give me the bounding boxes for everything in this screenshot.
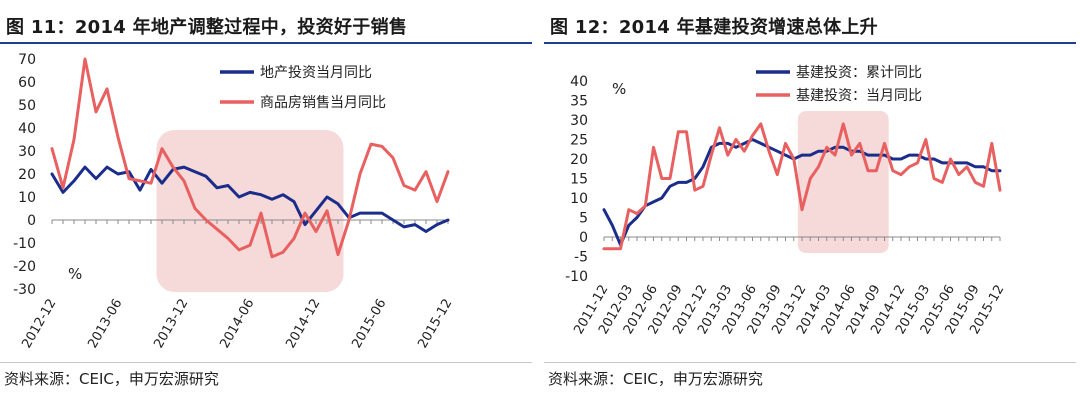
y-tick-label: 10 bbox=[570, 191, 588, 207]
chart-title: 图 11：2014 年地产调整过程中，投资好于销售 bbox=[6, 17, 408, 38]
highlight-band bbox=[797, 111, 889, 253]
y-tick-label: 35 bbox=[570, 94, 588, 110]
y-tick-label: 20 bbox=[18, 167, 36, 183]
series-line bbox=[602, 122, 1002, 251]
y-tick-label: 70 bbox=[18, 52, 36, 68]
source-note: 资料来源：CEIC，申万宏源研究 bbox=[4, 370, 219, 388]
source-divider bbox=[544, 362, 1076, 363]
source-divider bbox=[0, 362, 532, 363]
title-divider bbox=[544, 42, 1076, 44]
title-divider bbox=[0, 42, 532, 44]
highlight-band bbox=[156, 130, 344, 292]
x-tick-label: 2014-06 bbox=[217, 297, 257, 352]
y-tick-label: 0 bbox=[579, 230, 588, 246]
unit-label: % bbox=[612, 80, 626, 98]
x-tick-label: 2013-12 bbox=[151, 297, 191, 352]
y-tick-label: 40 bbox=[18, 121, 36, 137]
x-tick-label: 2013-06 bbox=[85, 297, 125, 352]
y-tick-label: 10 bbox=[18, 190, 36, 206]
y-tick-label: 15 bbox=[570, 172, 588, 188]
unit-label: % bbox=[68, 265, 82, 283]
y-tick-label: -20 bbox=[13, 259, 36, 275]
y-tick-label: -10 bbox=[13, 236, 36, 252]
legend-label: 基建投资：当月同比 bbox=[796, 87, 922, 104]
chart-panel-infrastructure-investment: 图 12：2014 年基建投资增速总体上升 40 35 30 25 20 15 10 5 0 -5… bbox=[544, 0, 1076, 400]
y-tick-label: 25 bbox=[570, 133, 588, 149]
line-chart: 4035302520151050-5-102011-122012-032012-… bbox=[565, 64, 1007, 337]
y-tick-label: 50 bbox=[18, 98, 36, 114]
y-tick-label: 30 bbox=[18, 144, 36, 160]
chart-title: 图 12：2014 年基建投资增速总体上升 bbox=[550, 17, 878, 38]
series-line bbox=[602, 138, 1002, 247]
x-tick-label: 2014-12 bbox=[283, 297, 323, 352]
y-tick-label: 40 bbox=[570, 74, 588, 90]
source-note: 资料来源：CEIC，申万宏源研究 bbox=[548, 370, 763, 388]
series-line bbox=[50, 57, 450, 259]
y-tick-label: -30 bbox=[13, 282, 36, 298]
series-line bbox=[50, 165, 450, 233]
y-tick-label: 60 bbox=[18, 75, 36, 91]
x-tick-label: 2015-06 bbox=[349, 297, 389, 352]
legend-label: 地产投资当月同比 bbox=[260, 65, 372, 81]
legend-label: 商品房销售当月同比 bbox=[260, 95, 386, 111]
y-tick-label: -5 bbox=[574, 250, 588, 266]
y-tick-label: 30 bbox=[570, 113, 588, 129]
y-tick-label: 5 bbox=[579, 211, 588, 227]
x-tick-label: 2015-12 bbox=[415, 297, 455, 352]
legend-label: 基建投资：累计同比 bbox=[796, 64, 922, 81]
chart-panel-investment-vs-sales: 图 11：2014 年地产调整过程中，投资好于销售 70 60 50 40 30 20 10… bbox=[0, 0, 532, 400]
x-tick-label: 2012-12 bbox=[19, 297, 59, 352]
y-tick-label: 20 bbox=[570, 152, 588, 168]
y-tick-label: 0 bbox=[27, 213, 36, 229]
y-tick-label: -10 bbox=[565, 269, 588, 285]
